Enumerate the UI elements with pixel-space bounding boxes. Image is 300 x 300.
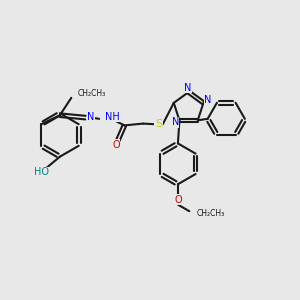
Text: O: O xyxy=(174,195,182,205)
Text: HO: HO xyxy=(34,167,49,177)
Text: S: S xyxy=(155,119,162,129)
Text: N: N xyxy=(172,117,179,127)
Text: CH₂CH₃: CH₂CH₃ xyxy=(78,89,106,98)
Text: NH: NH xyxy=(105,112,119,122)
Text: CH₂CH₃: CH₂CH₃ xyxy=(197,209,225,218)
Text: N: N xyxy=(204,95,211,106)
Text: N: N xyxy=(88,112,95,122)
Text: O: O xyxy=(112,140,120,150)
Text: N: N xyxy=(184,83,191,93)
